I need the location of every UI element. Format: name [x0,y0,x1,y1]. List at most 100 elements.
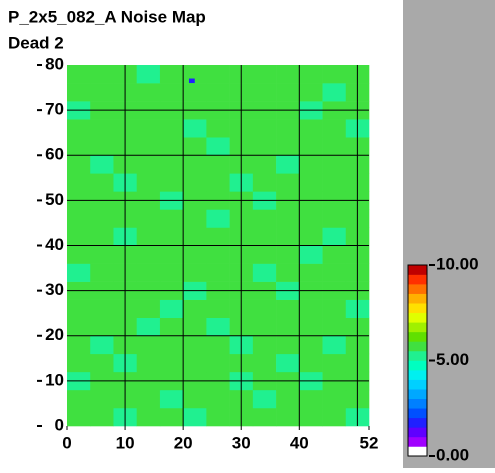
heat-cell [136,119,161,138]
heat-cell [206,119,230,138]
heat-cell [90,335,114,355]
colorbar-step [408,446,427,457]
heat-cell [67,83,91,102]
heat-cell [183,209,207,228]
heat-cell [252,137,277,156]
colorbar-step [408,312,427,323]
y-tick-label: 20 [45,325,64,344]
heat-cell [252,263,277,282]
heat-cell [136,65,161,84]
heat-cell [252,227,277,246]
heat-cell [183,245,207,264]
colorbar-step [408,322,427,333]
heat-cell [67,263,91,282]
colorbar-step [408,427,427,438]
heat-cell [276,173,300,192]
heat-cell [299,263,323,282]
heat-cell [206,173,230,192]
colorbar-step [408,436,427,447]
heat-cell [90,83,114,102]
heat-cell [252,83,277,102]
heat-cell [67,227,91,246]
heat-cell [299,335,323,355]
heat-cell [183,137,207,156]
heat-cell [299,137,323,156]
heat-cell [322,155,347,174]
heat-cell [183,335,207,355]
heat-cell [136,299,161,318]
heat-cell [276,155,300,174]
heat-cell [252,245,277,264]
heat-cell [299,65,323,84]
colorbar-tick-label: 5.00 [436,350,469,369]
chart-title: P_2x5_082_A Noise Map [8,7,206,26]
heat-cell [252,155,277,174]
heat-cell [206,335,230,355]
y-tick-label: 50 [45,190,64,209]
x-tick-label: 0 [62,433,71,452]
dead-pixel [188,78,195,84]
heat-cell [252,317,277,337]
colorbar-step [408,408,427,419]
heat-cell [322,335,347,355]
colorbar-step [408,293,427,304]
heat-cell [136,407,161,427]
heat-cell [90,65,114,84]
heat-cell [183,317,207,337]
heat-cell [322,353,347,373]
heat-cell [206,353,230,373]
colorbar-step [408,379,427,390]
heat-cell [183,353,207,373]
heat-cell [183,155,207,174]
heat-cell [136,227,161,246]
heat-cell [206,407,230,427]
heat-cell [299,389,323,409]
heat-cell [252,335,277,355]
heat-cell [67,317,91,337]
x-tick-label: 20 [174,433,193,452]
heat-cell [90,407,114,427]
heat-cell [299,119,323,138]
y-tick-label: 80 [45,54,64,73]
heat-cell [136,335,161,355]
heat-cell [159,65,184,84]
heat-cell [136,137,161,156]
heat-cell [322,407,347,427]
heat-cell [67,407,91,427]
heat-cell [276,407,300,427]
heat-cell [159,407,184,427]
heat-cell [322,119,347,138]
x-tick-label: 30 [232,433,251,452]
heat-cell [299,209,323,228]
colorbar-tick-label: 0.00 [436,445,469,464]
heat-cell [322,137,347,156]
heat-cell [67,137,91,156]
heat-cell [159,335,184,355]
heat-cell [276,119,300,138]
heat-cell [90,119,114,138]
heat-cell [322,83,347,102]
heat-cell [252,299,277,318]
heat-cell [276,209,300,228]
heat-cell [159,155,184,174]
heat-cell [322,245,347,264]
heat-cell [322,227,347,246]
y-tick-label: 40 [45,235,64,254]
heat-cell [159,227,184,246]
colorbar-step [408,417,427,428]
heat-cell [206,209,230,228]
heat-cell [252,389,277,409]
heat-cell [206,299,230,318]
heat-cell [159,173,184,192]
heat-cell [136,389,161,409]
heat-cell [299,173,323,192]
colorbar-step [408,284,427,294]
colorbar-step [408,331,427,342]
heat-cell [276,245,300,264]
heat-cell [159,317,184,337]
y-tick-label: 0 [55,415,64,434]
heat-cell [136,155,161,174]
heat-cell [183,407,207,427]
heat-cell [159,83,184,102]
